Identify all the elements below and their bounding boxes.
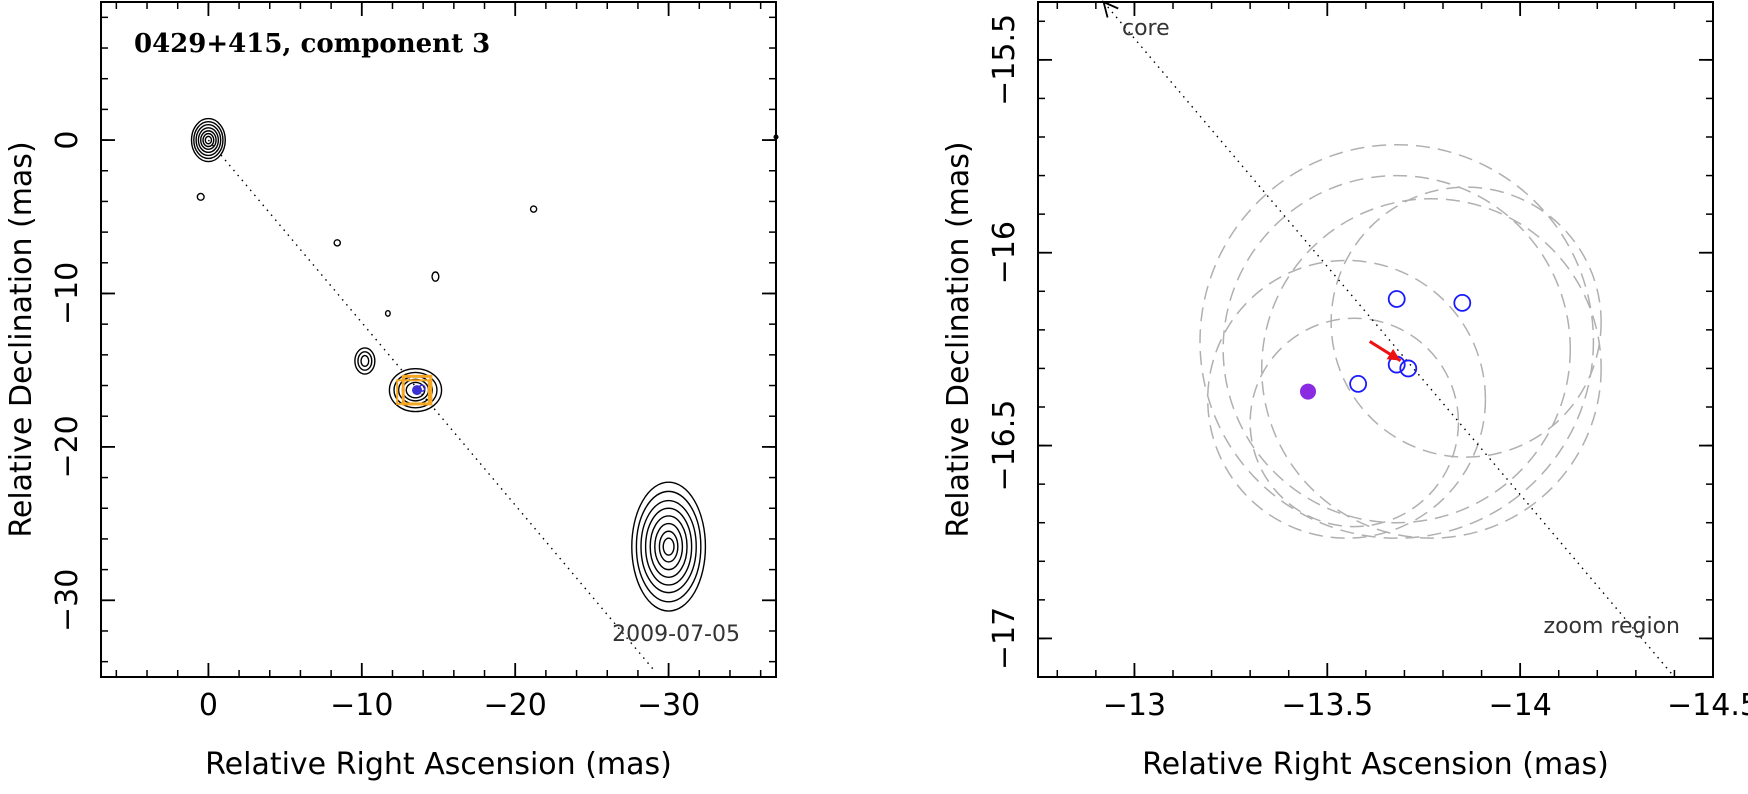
left-contour-core — [193, 120, 224, 160]
left-x-axis-label: Relative Right Ascension (mas) — [205, 747, 672, 782]
left-contour-core — [195, 124, 222, 157]
right-y-tick-label: −16 — [987, 221, 1022, 284]
right-y-tick-label: −16.5 — [987, 400, 1022, 492]
left-contour-speck-6 — [773, 134, 779, 140]
right-open-point — [1349, 374, 1368, 393]
left-contour-outer — [640, 499, 697, 594]
left-contour-knot-10 — [357, 351, 373, 371]
left-contour-outer — [654, 522, 684, 571]
right-filled-point — [1300, 383, 1316, 400]
left-contour-core — [200, 130, 217, 150]
right-y-tick-label: −15.5 — [987, 14, 1022, 106]
left-contour-core — [190, 117, 226, 163]
right-x-tick-label: −13 — [1103, 688, 1166, 723]
left-contour-speck-4 — [431, 271, 440, 282]
right-y-axis-label: Relative Declination (mas) — [941, 141, 976, 537]
left-contour-core — [204, 135, 213, 145]
left-contour-comp3 — [393, 371, 438, 409]
right-core-arrowhead — [1102, 0, 1119, 18]
left-title: 0429+415, component 3 — [134, 29, 490, 59]
right-x-axis-label: Relative Right Ascension (mas) — [1142, 747, 1609, 782]
left-contour-outer — [635, 490, 702, 603]
right-open-point — [1453, 293, 1472, 312]
right-zoom-region-label: zoom region — [1544, 614, 1680, 639]
right-open-point — [1387, 290, 1406, 308]
right-uncertainty-circle — [1206, 259, 1487, 539]
left-frame — [100, 1, 777, 678]
left-contour-knot-10 — [354, 347, 376, 375]
right-jet-direction-line — [1103, 1, 1675, 678]
left-x-tick-label: −10 — [330, 688, 393, 723]
left-contour-outer — [649, 515, 688, 578]
left-contour-speck-1 — [196, 192, 205, 201]
right-x-tick-label: −13.5 — [1281, 688, 1373, 723]
left-contour-outer — [658, 530, 679, 563]
right-uncertainty-circle — [1249, 317, 1460, 528]
right-uncertainty-circle — [1222, 174, 1572, 524]
left-y-tick-label: −10 — [50, 262, 85, 325]
left-x-tick-label: −20 — [484, 688, 547, 723]
right-core-label: core — [1122, 16, 1170, 41]
left-date-label: 2009-07-05 — [612, 622, 740, 647]
left-contour-outer — [662, 537, 675, 556]
left-y-axis-label: Relative Declination (mas) — [4, 141, 39, 537]
left-contour-core — [202, 132, 215, 148]
right-y-tick-label: −17 — [987, 607, 1022, 670]
right-x-tick-label: −14.5 — [1667, 688, 1748, 723]
right-uncertainty-circle — [1330, 186, 1602, 458]
left-x-tick-label: −30 — [637, 688, 700, 723]
left-x-tick-label: 0 — [199, 688, 218, 723]
right-frame — [1037, 1, 1714, 678]
left-contour-speck-5 — [384, 309, 391, 317]
left-zoom-region-box-inner — [396, 379, 430, 405]
left-contour-speck-2 — [529, 205, 538, 213]
right-x-tick-label: −14 — [1488, 688, 1551, 723]
left-contour-outer — [631, 481, 707, 612]
left-panel: 0 −10 −20 −30 0 −10 −20 −30 Relative Right Ascen… — [4, 1, 779, 782]
left-y-tick-label: 0 — [50, 131, 85, 150]
left-contour-knot-10 — [360, 354, 370, 368]
left-y-tick-label: −20 — [50, 415, 85, 478]
left-component-marker-open — [418, 384, 426, 392]
right-open-point — [1399, 359, 1418, 378]
left-contour-comp3 — [388, 367, 443, 413]
left-contour-speck-3 — [333, 239, 342, 247]
left-contour-outer — [644, 507, 693, 586]
right-uncertainty-circle — [1260, 197, 1602, 539]
left-y-tick-label: −30 — [50, 569, 85, 632]
right-motion-arrowhead — [1386, 348, 1401, 361]
right-panel: −13 −13.5 −14 −14.5 −15.5 −16 −16.5 −17 Relative… — [941, 0, 1748, 782]
right-uncertainty-circle — [1199, 143, 1595, 539]
left-contour-core — [197, 127, 220, 154]
